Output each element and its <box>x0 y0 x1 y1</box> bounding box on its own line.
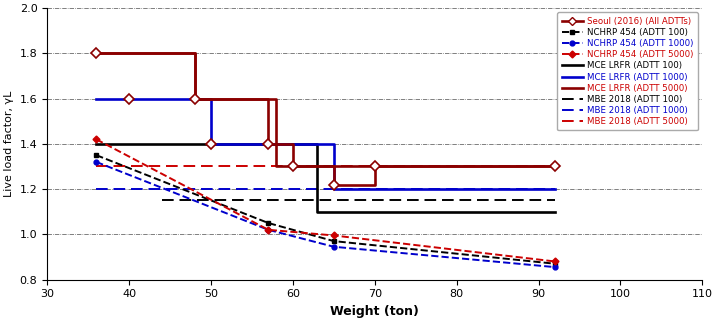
Legend: Seoul (2016) (All ADTTs), NCHRP 454 (ADTT 100), NCHRP 454 (ADTT 1000), NCHRP 454: Seoul (2016) (All ADTTs), NCHRP 454 (ADT… <box>557 13 698 130</box>
X-axis label: Weight (ton): Weight (ton) <box>331 305 419 318</box>
Y-axis label: Live load factor, γL: Live load factor, γL <box>4 91 14 197</box>
